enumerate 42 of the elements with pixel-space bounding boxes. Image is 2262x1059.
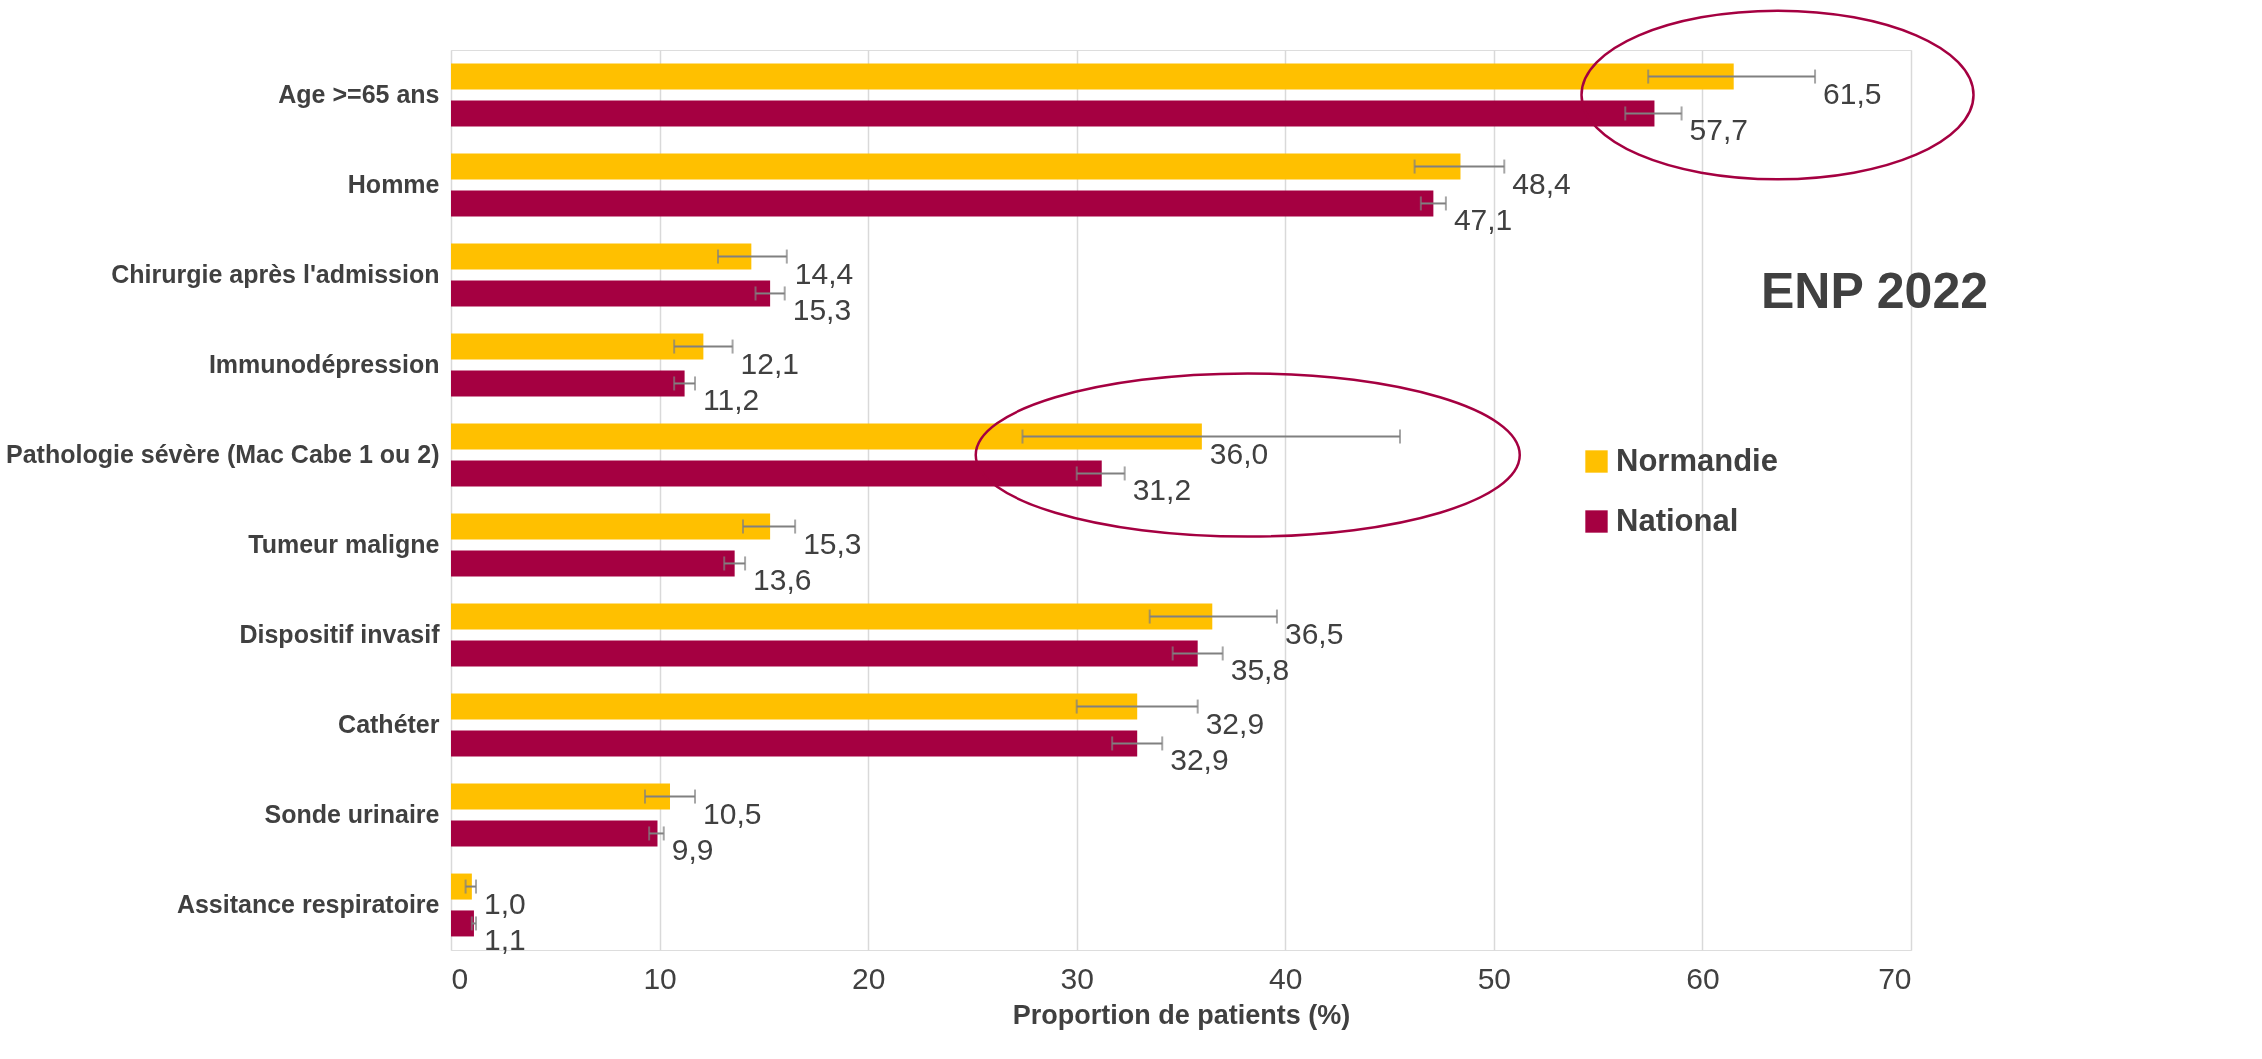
y-tick-label: Dispositif invasif [239, 620, 441, 648]
x-tick-label: 30 [1060, 961, 1094, 995]
y-tick-label: Homme [347, 170, 440, 198]
data-label: 32,9 [1170, 743, 1229, 777]
x-tick-label: 60 [1686, 961, 1720, 995]
y-tick-label: Sonde urinaire [264, 800, 440, 828]
data-label: 1,0 [484, 886, 526, 920]
legend-label: Normandie [1616, 442, 1778, 478]
data-label: 47,1 [1453, 203, 1513, 237]
data-label: 57,7 [1689, 113, 1748, 147]
data-label: 31,2 [1132, 473, 1192, 507]
y-tick-label: Tumeur maligne [248, 530, 440, 558]
y-tick-label: Chirurgie après l'admission [111, 260, 440, 288]
data-label: 9,9 [671, 833, 714, 867]
data-label: 10,5 [703, 796, 762, 830]
x-tick-label: 70 [1878, 961, 1912, 995]
data-label: 14,4 [794, 256, 854, 290]
x-tick-label: 10 [643, 961, 677, 995]
y-tick-label: Assitance respiratoire [176, 890, 440, 918]
y-tick-label: Cathéter [338, 710, 440, 738]
data-label: 15,3 [803, 526, 862, 560]
annotation: ENP 2022 [1761, 263, 1989, 319]
x-tick-label: 0 [451, 961, 469, 995]
x-axis-title: Proportion de patients (%) [1012, 999, 1351, 1030]
data-label: 15,3 [792, 293, 852, 327]
y-tick-label: Pathologie sévère (Mac Cabe 1 ou 2) [6, 440, 440, 468]
data-label: 36,0 [1209, 436, 1269, 470]
data-label: 1,1 [484, 923, 526, 957]
data-label: 61,5 [1823, 76, 1882, 110]
data-label: 35,8 [1230, 653, 1290, 687]
data-label: 12,1 [740, 346, 799, 380]
y-tick-label: Immunodépression [208, 350, 440, 378]
legend-label: National [1616, 502, 1739, 538]
data-label: 36,5 [1284, 616, 1344, 650]
y-tick-label: Age >=65 ans [278, 80, 440, 108]
data-label: 48,4 [1512, 166, 1571, 200]
data-label: 11,2 [703, 383, 760, 417]
x-tick-label: 40 [1269, 961, 1303, 995]
data-label: 32,9 [1205, 706, 1265, 740]
x-tick-label: 50 [1477, 961, 1512, 995]
data-label: 13,6 [753, 563, 812, 597]
x-tick-label: 20 [851, 961, 886, 995]
